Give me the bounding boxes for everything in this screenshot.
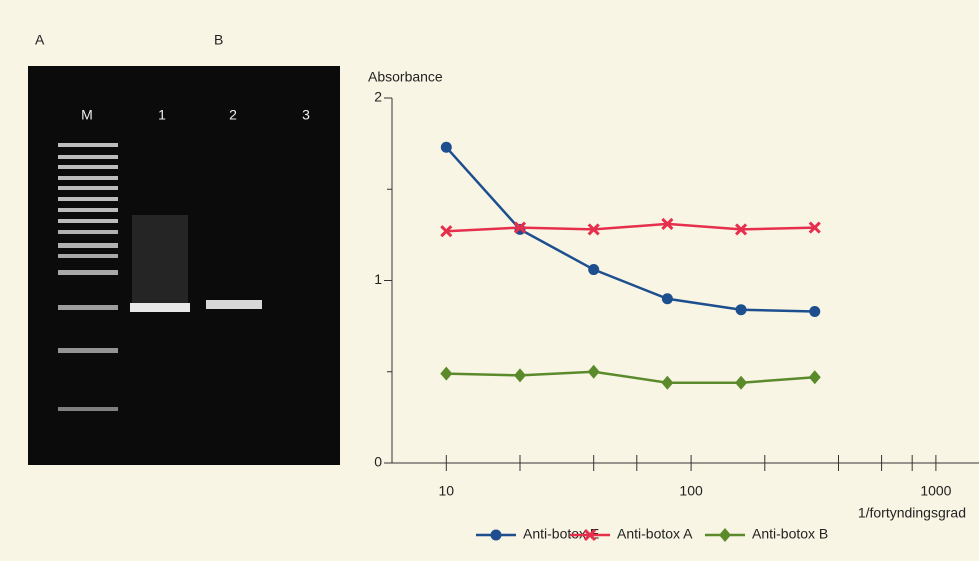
- marker: [719, 528, 731, 542]
- y-tick-label: 0: [374, 454, 382, 470]
- series-line: [446, 372, 814, 383]
- lane-label: 1: [158, 107, 166, 123]
- legend-item: Anti-botox E: [476, 526, 599, 542]
- legend-item: Anti-botox B: [705, 526, 828, 542]
- marker: [588, 365, 600, 379]
- marker: [440, 367, 452, 381]
- figure: A B M 1 2 3 Absorbance 1/fortyn: [0, 0, 979, 556]
- series: [441, 219, 819, 236]
- marker: [514, 368, 526, 382]
- lane-label: M: [81, 107, 93, 123]
- lane-label: 2: [229, 107, 237, 123]
- x-tick-label: 1000: [920, 483, 951, 499]
- marker: [809, 370, 821, 384]
- x-axis-label: 1/fortyndingsgrad: [858, 505, 966, 521]
- gel-image: M 1 2 3: [28, 66, 340, 465]
- series-line: [446, 224, 814, 231]
- y-axis-label: Absorbance: [368, 69, 443, 85]
- marker: [441, 142, 452, 153]
- y-tick-label: 2: [374, 89, 382, 105]
- marker: [735, 376, 747, 390]
- marker: [809, 306, 820, 317]
- x-tick-label: 100: [679, 483, 703, 499]
- marker: [661, 376, 673, 390]
- y-tick-label: 1: [374, 271, 382, 287]
- x-tick-label: 10: [439, 483, 455, 499]
- series: [440, 365, 820, 390]
- legend-label: Anti-botox A: [617, 526, 693, 542]
- legend-label: Anti-botox B: [752, 526, 828, 542]
- panel-label: B: [214, 32, 223, 48]
- marker: [662, 293, 673, 304]
- marker: [736, 304, 747, 315]
- lane-label: 3: [302, 107, 310, 123]
- panel-label: A: [35, 32, 45, 48]
- marker: [491, 530, 502, 541]
- marker: [588, 264, 599, 275]
